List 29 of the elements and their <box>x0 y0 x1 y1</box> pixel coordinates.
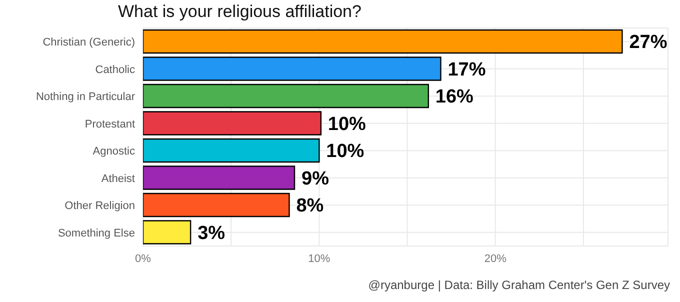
chart-title: What is your religious affiliation? <box>118 2 362 22</box>
bar <box>143 192 290 218</box>
data-label: 8% <box>296 196 324 217</box>
y-tick-label: Atheist <box>101 172 135 185</box>
y-tick-label: Protestant <box>84 118 135 130</box>
text: @ryanburge | Data: Billy Graham Center's Gen Z Survey <box>368 278 670 292</box>
y-tick-label: Something Else <box>58 227 135 240</box>
data-label: 10% <box>326 141 364 162</box>
bar <box>143 166 296 190</box>
y-tick-label: Nothing in Particular <box>36 91 136 104</box>
x-tick-label: 20% <box>484 252 507 265</box>
y-tick-label: Catholic <box>95 64 136 76</box>
bar <box>143 138 320 163</box>
x-tick-label: 10% <box>308 252 330 265</box>
bar <box>143 111 322 136</box>
y-tick-label: Other Religion <box>64 200 135 212</box>
x-tick-label: 0% <box>135 252 152 265</box>
data-label: 17% <box>448 59 486 80</box>
bar <box>143 220 192 244</box>
bar <box>143 56 442 81</box>
y-tick-label: Christian (Generic) <box>42 36 135 49</box>
data-label: 9% <box>302 168 330 190</box>
y-tick-label: Agnostic <box>92 146 136 158</box>
bar <box>143 84 430 108</box>
data-label: 3% <box>198 222 226 244</box>
data-label: 10% <box>328 114 366 135</box>
data-label: 27% <box>629 32 668 54</box>
bar <box>143 29 623 54</box>
data-label: 16% <box>435 86 474 108</box>
